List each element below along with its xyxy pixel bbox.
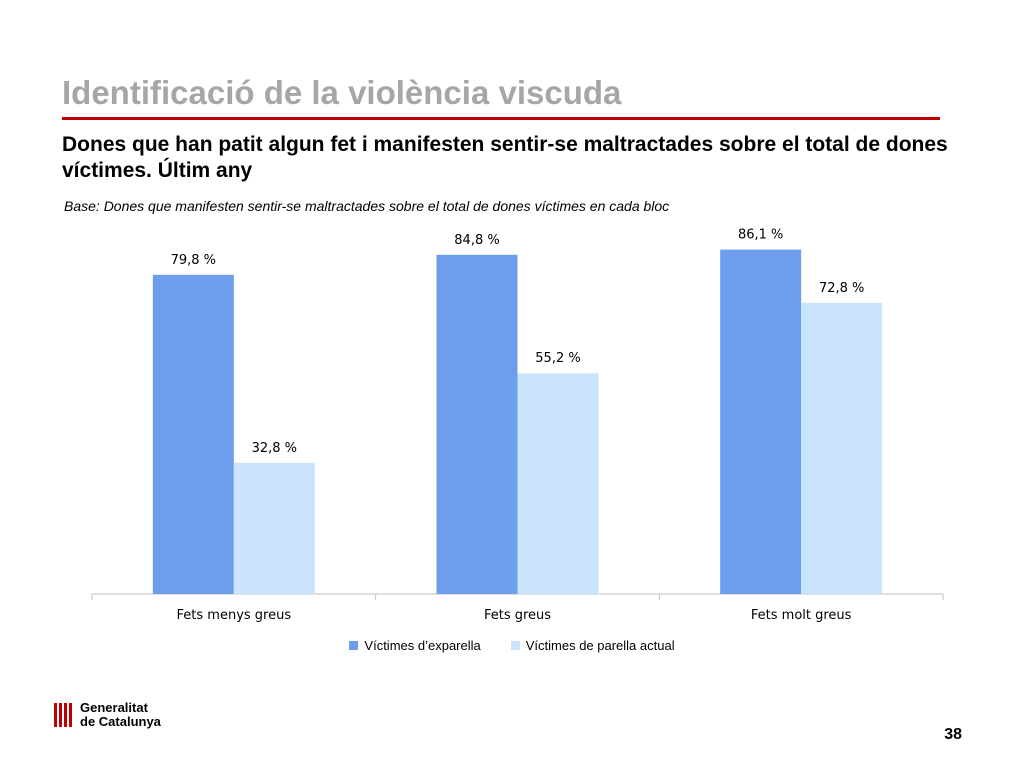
category-label-fets-greus: Fets greus [484, 608, 551, 623]
bar-fets-molt-greus-series-2 [801, 302, 883, 594]
bar-fets-menys-greus-series-2 [233, 462, 315, 594]
legend-swatch-exparella [349, 641, 359, 650]
data-label-fets-greus-series-1: 84,8 % [454, 233, 499, 248]
bar-fets-greus-series-2 [517, 373, 599, 594]
bar-fets-menys-greus-series-1 [152, 274, 234, 594]
senyera-icon [52, 702, 74, 728]
legend-label-exparella: Víctimes d’exparella [364, 638, 481, 653]
page-number: 38 [944, 726, 962, 743]
logo-line-2: de Catalunya [80, 714, 161, 729]
slide-subtitle: Dones que han patit algun fet i manifest… [62, 133, 948, 182]
category-label-fets-menys-greus: Fets menys greus [177, 608, 292, 623]
legend-label-parella-actual: Víctimes de parella actual [525, 638, 675, 653]
data-label-fets-greus-series-2: 55,2 % [535, 351, 580, 366]
data-label-fets-molt-greus-series-2: 72,8 % [819, 281, 864, 296]
data-label-fets-molt-greus-series-1: 86,1 % [738, 228, 783, 243]
chart-legend: Víctimes d’exparella Víctimes de parella… [0, 638, 1024, 653]
generalitat-logo: Generalitat de Catalunya [52, 701, 161, 729]
data-label-fets-menys-greus-series-2: 32,8 % [252, 441, 297, 456]
base-note: Base: Dones que manifesten sentir-se mal… [64, 198, 670, 214]
legend-swatch-parella-actual [510, 641, 520, 650]
data-label-fets-menys-greus-series-1: 79,8 % [171, 253, 216, 268]
bar-fets-molt-greus-series-1 [720, 249, 802, 594]
category-label-fets-molt-greus: Fets molt greus [751, 608, 852, 623]
legend-item-exparella: Víctimes d’exparella [349, 638, 481, 653]
slide-title: Identificació de la violència viscuda [62, 74, 622, 111]
bar-fets-greus-series-1 [436, 254, 518, 595]
title-rule [62, 117, 940, 120]
logo-line-1: Generalitat [80, 700, 148, 715]
legend-item-parella-actual: Víctimes de parella actual [510, 638, 675, 653]
